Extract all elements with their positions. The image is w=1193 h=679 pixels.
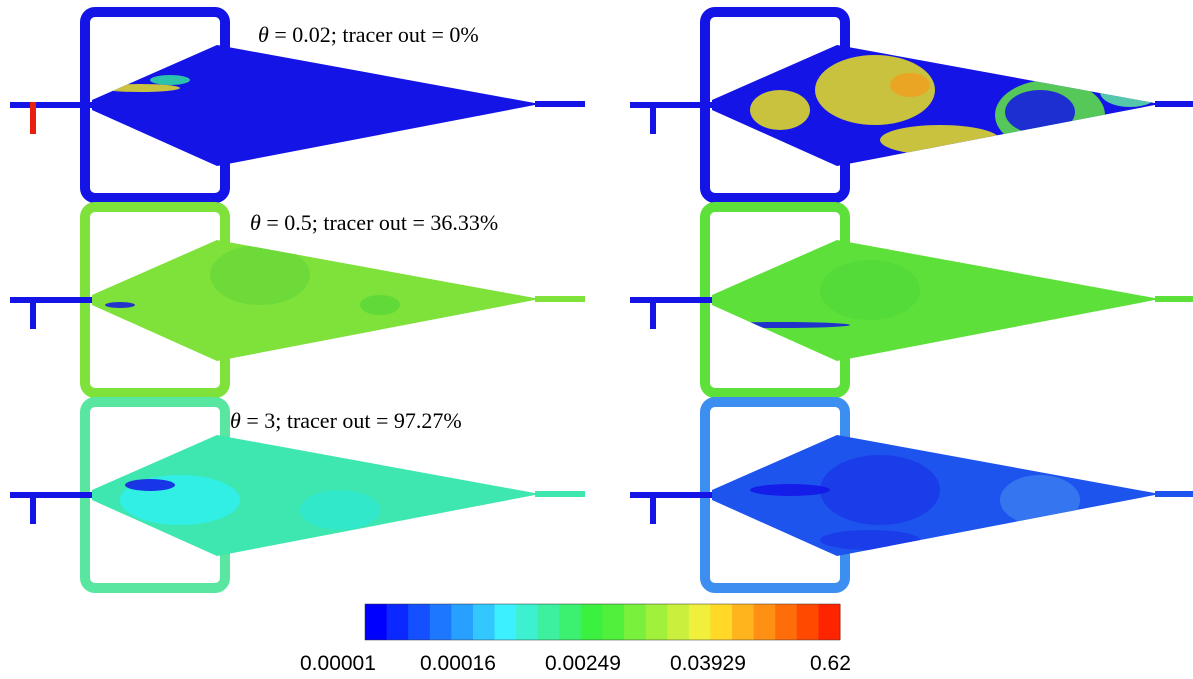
outlet-pipe xyxy=(535,101,585,107)
vortex xyxy=(880,125,1000,155)
vortex xyxy=(820,530,920,550)
colorbar-label: 0.00001 xyxy=(300,652,376,675)
theta-symbol: θ xyxy=(250,210,261,235)
theta-symbol: θ xyxy=(230,408,241,433)
vortex xyxy=(100,84,180,92)
outlet-pipe xyxy=(1155,491,1193,497)
vortex xyxy=(820,455,940,525)
inlet-stub xyxy=(650,102,656,134)
vortex xyxy=(820,260,920,320)
colorbar-swatch xyxy=(559,604,582,640)
vortex xyxy=(210,245,310,305)
vortex xyxy=(712,322,850,328)
colorbar-swatch xyxy=(451,604,474,640)
colorbar-swatch xyxy=(710,604,733,640)
outlet-pipe xyxy=(535,296,585,302)
vortex xyxy=(815,55,935,125)
outlet-pipe xyxy=(535,491,585,497)
panel-label: θ = 0.02; tracer out = 0% xyxy=(258,22,479,47)
colorbar-swatch xyxy=(775,604,798,640)
colorbar-label: 0.00249 xyxy=(545,652,621,675)
inlet-pipe xyxy=(630,492,712,498)
colorbar-label: 0.03929 xyxy=(670,652,746,675)
colorbar-swatch xyxy=(732,604,755,640)
flow-panel xyxy=(630,397,1193,593)
flow-pattern xyxy=(105,245,400,315)
inlet-pipe xyxy=(10,297,92,303)
vortex xyxy=(1000,475,1080,525)
colorbar-swatch xyxy=(580,604,603,640)
vortex xyxy=(1100,77,1160,107)
colorbar-swatch xyxy=(667,604,690,640)
vortex xyxy=(105,302,135,308)
inlet-pipe xyxy=(630,102,712,108)
flow-panel xyxy=(10,7,585,203)
colorbar-swatch xyxy=(818,604,841,640)
colorbar-label: 0.62 xyxy=(810,652,851,675)
tank-body xyxy=(92,240,540,361)
inlet-pipe xyxy=(10,492,92,498)
colorbar-swatch xyxy=(429,604,452,640)
vortex xyxy=(890,73,930,97)
tank-body xyxy=(92,45,540,166)
colorbar-swatch xyxy=(688,604,711,640)
colorbar-swatch xyxy=(408,604,431,640)
flow-panel xyxy=(10,202,585,398)
panel-caption: = 3; tracer out = 97.27% xyxy=(241,408,462,433)
tank-body xyxy=(712,240,1160,361)
flow-panel xyxy=(630,202,1193,398)
colorbar-swatch xyxy=(796,604,819,640)
inlet-pipe xyxy=(10,102,92,108)
panel-label: θ = 0.5; tracer out = 36.33% xyxy=(250,210,498,235)
flow-panel xyxy=(10,397,585,593)
flow-pattern xyxy=(120,475,380,530)
colorbar-swatch xyxy=(602,604,625,640)
inlet-pipe xyxy=(630,297,712,303)
colorbar-swatch xyxy=(365,604,388,640)
vortex xyxy=(300,490,380,530)
flow-pattern xyxy=(750,455,1080,550)
colorbar-label: 0.00016 xyxy=(420,652,496,675)
colorbar-swatch xyxy=(753,604,776,640)
colorbar-swatch xyxy=(494,604,517,640)
inlet-stub xyxy=(650,297,656,329)
inlet-stub xyxy=(30,102,36,134)
panel-label: θ = 3; tracer out = 97.27% xyxy=(230,408,462,433)
colorbar-swatch xyxy=(624,604,647,640)
panel-caption: = 0.5; tracer out = 36.33% xyxy=(261,210,498,235)
colorbar-swatch xyxy=(386,604,409,640)
outlet-pipe xyxy=(1155,296,1193,302)
outlet-pipe xyxy=(1155,101,1193,107)
vortex xyxy=(1005,90,1075,134)
vortex xyxy=(150,75,190,85)
colorbar-swatch xyxy=(645,604,668,640)
vortex xyxy=(360,295,400,315)
vortex xyxy=(750,484,830,496)
colorbar-swatch xyxy=(537,604,560,640)
colorbar-swatch xyxy=(472,604,496,640)
theta-symbol: θ xyxy=(258,22,269,47)
inlet-stub xyxy=(30,297,36,329)
colorbar-frame xyxy=(364,603,841,641)
flow-panel xyxy=(630,7,1193,203)
panel-caption: = 0.02; tracer out = 0% xyxy=(269,22,479,47)
inlet-stub xyxy=(30,492,36,524)
vortex xyxy=(750,90,810,130)
vortex xyxy=(125,479,175,491)
inlet-stub xyxy=(650,492,656,524)
colorbar-swatch xyxy=(516,604,539,640)
